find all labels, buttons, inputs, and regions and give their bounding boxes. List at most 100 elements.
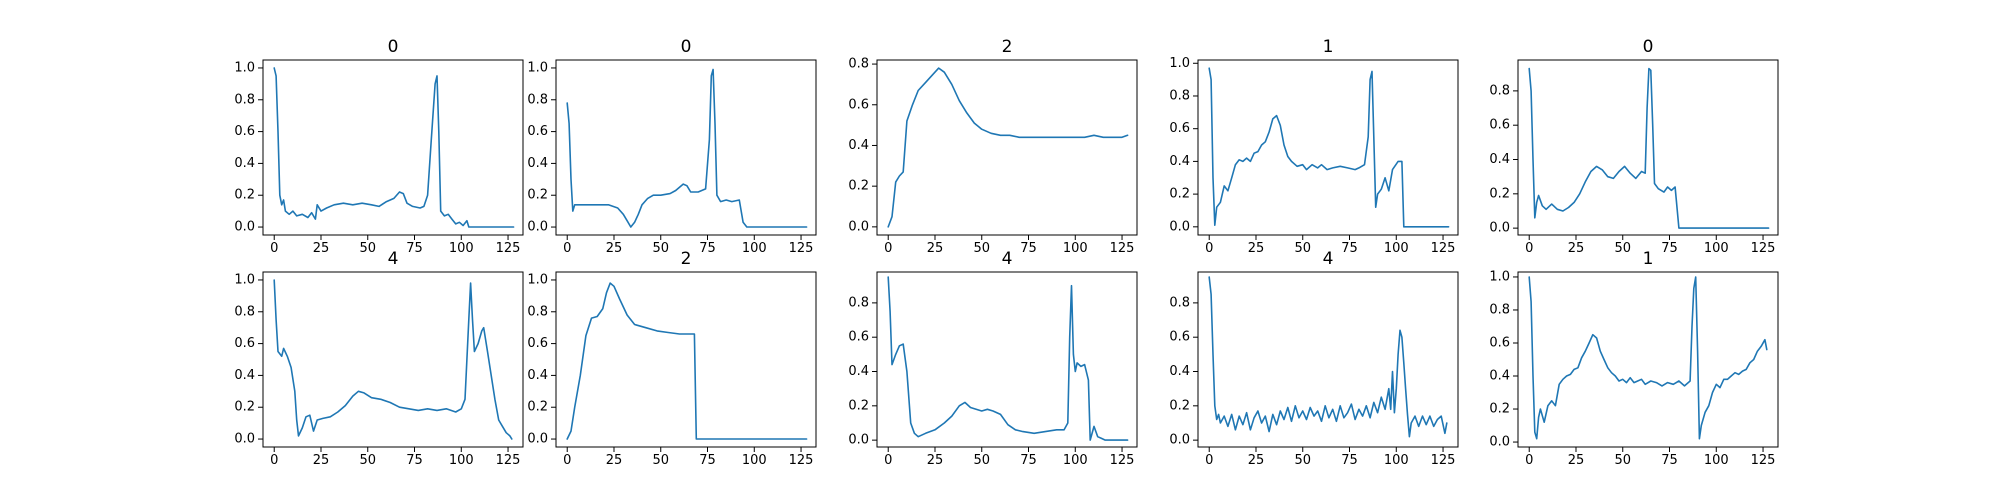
y-tick-label: 0.8 — [527, 92, 548, 107]
axes-frame — [876, 271, 1138, 448]
x-tick-label: 0 — [1525, 453, 1533, 468]
y-tick-label: 0.6 — [1169, 121, 1190, 136]
y-tick-label: 0.2 — [527, 188, 548, 203]
y-tick-label: 0.4 — [1489, 369, 1510, 384]
axes-frame — [555, 59, 817, 236]
axes-frame — [1517, 271, 1779, 448]
y-tick-label: 0.0 — [1489, 221, 1510, 236]
axes-frame — [1197, 59, 1459, 236]
subplot-1: 0 25 50 75 100 125 0.0 0.2 0.4 0.6 0.8 1.0 0 — [234, 37, 524, 256]
y-tick-label: 0.6 — [848, 330, 869, 345]
y-tick-label: 0.0 — [1169, 219, 1190, 234]
series-line — [273, 67, 515, 228]
subplot-8: 0 25 50 75 100 125 0.0 0.2 0.4 0.6 0.8 4 — [848, 249, 1138, 468]
x-tick-label: 125 — [1110, 241, 1135, 256]
y-tick-label: 0.2 — [234, 400, 255, 415]
subplot-7: 0 25 50 75 100 125 0.0 0.2 0.4 0.6 0.8 1.0 2 — [527, 249, 817, 468]
subplot-title: 0 — [1643, 37, 1654, 57]
y-tick-label: 0.6 — [1169, 330, 1190, 345]
y-tick-label: 0.8 — [1169, 88, 1190, 103]
subplot-title: 0 — [681, 37, 692, 57]
x-tick-label: 0 — [1205, 241, 1213, 256]
x-tick-label: 50 — [652, 241, 669, 256]
x-tick-label: 0 — [1205, 453, 1213, 468]
x-tick-label: 75 — [699, 241, 716, 256]
y-tick-label: 0.0 — [527, 220, 548, 235]
series-line — [1528, 67, 1770, 229]
y-tick-label: 1.0 — [234, 60, 255, 75]
x-tick-label: 75 — [1661, 453, 1678, 468]
y-tick-label: 0.0 — [848, 433, 869, 448]
y-tick-label: 0.4 — [527, 368, 548, 383]
series-line — [887, 276, 1129, 441]
y-tick-label: 0.2 — [848, 398, 869, 413]
subplot-title: 1 — [1643, 249, 1654, 269]
x-tick-label: 75 — [1341, 453, 1358, 468]
x-tick-label: 25 — [313, 453, 330, 468]
y-tick-label: 0.2 — [1169, 398, 1190, 413]
y-tick-label: 0.2 — [1489, 186, 1510, 201]
y-tick-label: 0.2 — [234, 188, 255, 203]
x-tick-label: 75 — [1020, 453, 1037, 468]
x-tick-label: 100 — [449, 241, 474, 256]
x-tick-label: 25 — [1568, 241, 1585, 256]
x-tick-label: 50 — [359, 453, 376, 468]
x-tick-label: 25 — [1248, 241, 1265, 256]
subplot-2: 0 25 50 75 100 125 0.0 0.2 0.4 0.6 0.8 1.0 0 — [527, 37, 817, 256]
y-tick-label: 0.4 — [848, 364, 869, 379]
y-tick-label: 0.2 — [1489, 402, 1510, 417]
x-tick-label: 25 — [1248, 453, 1265, 468]
series-line — [566, 68, 808, 228]
y-tick-label: 0.4 — [234, 368, 255, 383]
subplot-4: 0 25 50 75 100 125 0.0 0.2 0.4 0.6 0.8 1.0 1 — [1169, 37, 1459, 256]
x-tick-label: 25 — [606, 453, 623, 468]
y-tick-label: 0.8 — [1169, 295, 1190, 310]
x-tick-label: 125 — [1110, 453, 1135, 468]
x-tick-label: 75 — [1341, 241, 1358, 256]
y-tick-label: 1.0 — [234, 272, 255, 287]
y-tick-label: 0.4 — [848, 138, 869, 153]
axes-frame — [555, 271, 817, 448]
axes-frame — [1197, 271, 1459, 448]
x-tick-label: 75 — [406, 453, 423, 468]
x-tick-label: 100 — [1384, 453, 1409, 468]
x-tick-label: 0 — [563, 453, 571, 468]
y-tick-label: 0.0 — [234, 220, 255, 235]
y-tick-label: 0.4 — [1169, 364, 1190, 379]
y-tick-label: 0.6 — [527, 124, 548, 139]
subplot-title: 2 — [1002, 37, 1013, 57]
x-tick-label: 0 — [884, 453, 892, 468]
subplot-title: 4 — [1323, 249, 1334, 269]
y-tick-label: 1.0 — [1489, 269, 1510, 284]
y-tick-label: 0.2 — [1169, 187, 1190, 202]
x-tick-label: 100 — [1063, 241, 1088, 256]
x-tick-label: 100 — [742, 241, 767, 256]
subplot-title: 1 — [1323, 37, 1334, 57]
x-tick-label: 125 — [496, 241, 521, 256]
x-tick-label: 25 — [606, 241, 623, 256]
x-tick-label: 100 — [1384, 241, 1409, 256]
x-tick-label: 75 — [406, 241, 423, 256]
x-tick-label: 0 — [563, 241, 571, 256]
axes-frame — [262, 59, 524, 236]
axes-frame — [262, 271, 524, 448]
y-tick-label: 0.6 — [848, 97, 869, 112]
x-tick-label: 75 — [699, 453, 716, 468]
subplot-5: 0 25 50 75 100 125 0.0 0.2 0.4 0.6 0.8 0 — [1489, 37, 1779, 256]
x-tick-label: 0 — [1525, 241, 1533, 256]
y-tick-label: 0.8 — [848, 295, 869, 310]
x-tick-label: 50 — [1614, 241, 1631, 256]
x-tick-label: 125 — [1751, 453, 1776, 468]
x-tick-label: 100 — [1704, 241, 1729, 256]
x-tick-label: 125 — [496, 453, 521, 468]
x-tick-label: 125 — [789, 241, 814, 256]
subplot-3: 0 25 50 75 100 125 0.0 0.2 0.4 0.6 0.8 2 — [848, 37, 1138, 256]
y-tick-label: 0.4 — [1489, 152, 1510, 167]
y-tick-label: 0.0 — [848, 219, 869, 234]
x-tick-label: 0 — [270, 241, 278, 256]
x-tick-label: 100 — [1063, 453, 1088, 468]
x-tick-label: 100 — [742, 453, 767, 468]
x-tick-label: 50 — [973, 453, 990, 468]
y-tick-label: 0.4 — [1169, 154, 1190, 169]
